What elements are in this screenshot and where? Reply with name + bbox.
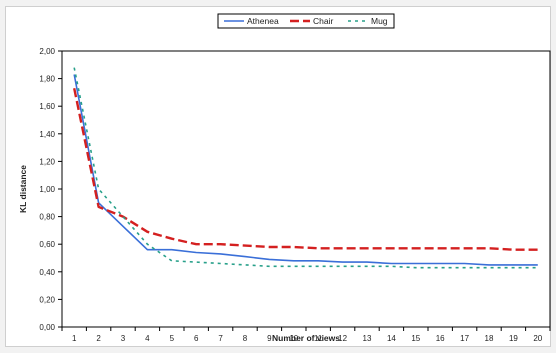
x-tick-label: 8 xyxy=(243,334,248,343)
x-tick-label: 3 xyxy=(121,334,126,343)
x-tick-label: 15 xyxy=(411,334,420,343)
x-tick-label: 13 xyxy=(363,334,372,343)
x-tick-label: 19 xyxy=(509,334,518,343)
y-axis: 0,00 0,20 0,40 0,60 0,80 1,00 1,20 1,40 1,60 1,80… xyxy=(39,47,62,332)
x-tick-label: 18 xyxy=(485,334,494,343)
y-axis-title: KL distance xyxy=(18,165,28,213)
x-tick-label: 16 xyxy=(436,334,445,343)
y-tick-label: 0,20 xyxy=(39,295,55,304)
x-tick-label: 20 xyxy=(533,334,542,343)
y-tick-label: 2,00 xyxy=(39,47,55,56)
x-axis: 1 2 3 4 5 6 7 8 9 10 11 12 13 14 15 16 17 18 19 20 xyxy=(61,327,551,343)
x-tick-label: 5 xyxy=(170,334,175,343)
x-axis-title: Number of views xyxy=(272,333,340,343)
x-tick-label: 14 xyxy=(387,334,396,343)
series-layer xyxy=(73,67,538,269)
y-tick-label: 1,20 xyxy=(39,157,55,166)
y-tick-label: 0,00 xyxy=(39,323,55,332)
y-tick-label: 0,40 xyxy=(39,268,55,277)
x-tick-label: 2 xyxy=(96,334,101,343)
y-tick-label: 1,40 xyxy=(39,130,55,139)
y-tick-label: 0,80 xyxy=(39,213,55,222)
chart-frame: 0,00 0,20 0,40 0,60 0,80 1,00 1,20 1,40 1,60 1,80… xyxy=(5,6,551,347)
legend-label-athenea: Athenea xyxy=(247,16,279,26)
legend-label-mug: Mug xyxy=(371,16,388,26)
x-tick-label: 17 xyxy=(460,334,469,343)
x-tick-label: 9 xyxy=(267,334,272,343)
x-tick-label: 12 xyxy=(338,334,347,343)
x-tick-label: 6 xyxy=(194,334,199,343)
x-tick-label: 11 xyxy=(314,334,323,343)
y-tick-label: 0,60 xyxy=(39,240,55,249)
kl-distance-chart: 0,00 0,20 0,40 0,60 0,80 1,00 1,20 1,40 1,60 1,80… xyxy=(18,13,551,343)
x-tick-label: 7 xyxy=(218,334,223,343)
legend: Athenea Chair Mug xyxy=(217,13,395,29)
x-tick-label: 4 xyxy=(145,334,150,343)
plot-area xyxy=(61,50,551,328)
y-tick-label: 1,00 xyxy=(39,185,55,194)
legend-label-chair: Chair xyxy=(313,16,333,26)
series-line-athenea xyxy=(73,74,538,266)
x-tick-label: 1 xyxy=(72,334,77,343)
x-tick-label: 10 xyxy=(289,334,298,343)
y-tick-label: 1,80 xyxy=(39,75,55,84)
y-tick-label: 1,60 xyxy=(39,102,55,111)
